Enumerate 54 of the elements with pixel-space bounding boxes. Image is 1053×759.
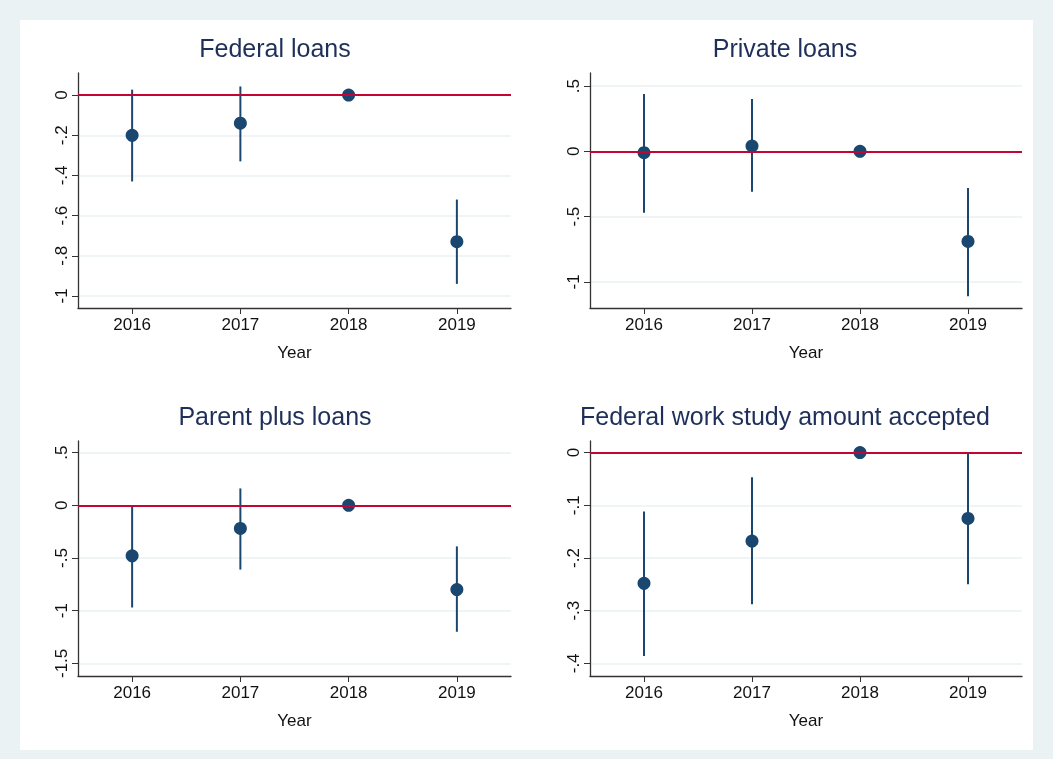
y-tick-label: -.4 — [564, 653, 583, 674]
x-tick-label: 2019 — [949, 315, 987, 334]
chart-title: Federal work study amount accepted — [580, 401, 990, 430]
y-tick-label: -.5 — [52, 548, 71, 568]
x-tick-label: 2018 — [329, 683, 368, 702]
y-tick-label: -.6 — [52, 205, 71, 226]
x-axis-title: Year — [277, 343, 313, 362]
y-tick-label: 0 — [52, 90, 71, 100]
x-tick-label: 2016 — [113, 315, 152, 334]
point — [961, 234, 975, 248]
y-tick-label: -1 — [52, 603, 71, 619]
y-tick-label: -.4 — [52, 165, 71, 186]
x-tick-label: 2017 — [733, 315, 771, 334]
chart-title: Federal loans — [199, 33, 351, 62]
y-tick-label: 0 — [564, 447, 583, 458]
x-axis-title: Year — [277, 711, 313, 730]
y-tick-label: 0 — [564, 146, 583, 157]
point — [961, 511, 975, 525]
x-tick-label: 2018 — [329, 315, 368, 334]
x-axis-title: Year — [788, 343, 824, 362]
x-tick-label: 2018 — [841, 683, 879, 702]
y-tick-label: -1 — [564, 274, 583, 290]
y-tick-label: .5 — [52, 445, 71, 460]
y-tick-label: -.2 — [52, 125, 71, 146]
y-tick-label: -.1 — [564, 495, 583, 516]
y-tick-label: .5 — [564, 78, 583, 94]
y-tick-label: -.5 — [564, 206, 583, 227]
x-axis-title: Year — [788, 711, 824, 730]
x-tick-label: 2017 — [733, 683, 771, 702]
x-tick-label: 2018 — [841, 315, 879, 334]
x-tick-label: 2019 — [437, 315, 476, 334]
point — [637, 576, 651, 590]
x-tick-label: 2016 — [625, 315, 663, 334]
x-tick-label: 2019 — [437, 683, 476, 702]
point — [125, 128, 139, 142]
chart-title: Parent plus loans — [178, 401, 372, 430]
y-tick-label: -.2 — [564, 548, 583, 568]
y-tick-label: 0 — [52, 500, 71, 511]
y-tick-label: -.3 — [564, 600, 583, 621]
x-tick-label: 2016 — [113, 683, 152, 702]
point — [745, 534, 759, 548]
point — [125, 549, 139, 563]
y-tick-label: -1.5 — [52, 648, 71, 678]
point — [233, 116, 247, 130]
y-tick-label: -1 — [52, 288, 71, 304]
x-tick-label: 2016 — [625, 683, 663, 702]
x-tick-label: 2017 — [221, 315, 260, 334]
point — [450, 235, 464, 249]
y-tick-label: -.8 — [52, 245, 71, 266]
x-tick-label: 2019 — [949, 683, 987, 702]
point — [233, 521, 247, 535]
x-tick-label: 2017 — [221, 683, 260, 702]
point — [450, 583, 464, 597]
chart-title: Private loans — [712, 33, 858, 62]
